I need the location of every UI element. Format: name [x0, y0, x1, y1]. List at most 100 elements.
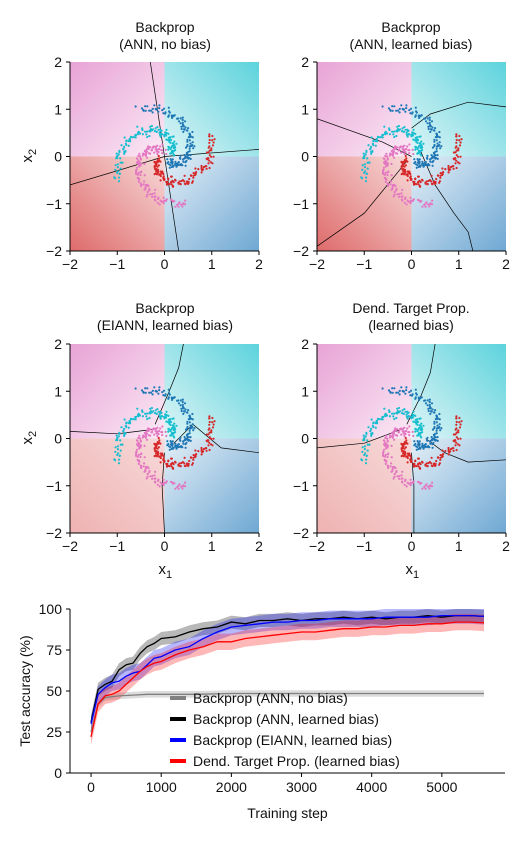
data-point [415, 110, 418, 113]
data-point [165, 420, 168, 423]
data-point [419, 428, 422, 432]
data-point [191, 463, 194, 466]
data-point [179, 122, 182, 125]
data-point [129, 417, 132, 420]
y-tick-label: 0 [301, 149, 309, 165]
data-point [156, 160, 159, 163]
data-point [144, 466, 147, 470]
data-point [149, 125, 152, 128]
data-point [429, 158, 432, 161]
data-point [174, 487, 177, 490]
data-point [183, 154, 186, 157]
data-point [171, 424, 174, 427]
data-point [117, 462, 121, 465]
data-point [397, 406, 400, 410]
data-point [184, 428, 188, 431]
data-point [406, 456, 409, 460]
data-point [370, 136, 373, 139]
data-point [179, 404, 182, 407]
data-point [165, 198, 168, 201]
data-point [169, 463, 172, 466]
data-point [438, 141, 441, 144]
data-point [205, 433, 208, 436]
data-point [435, 429, 438, 432]
data-point [388, 133, 391, 136]
data-point [400, 160, 403, 163]
data-point [145, 477, 148, 480]
data-point [416, 480, 420, 483]
data-point [137, 154, 140, 157]
data-point [188, 459, 191, 463]
data-point [428, 123, 432, 126]
y-tick-label: 1 [301, 383, 309, 399]
y-axis-label: x2 [19, 431, 39, 445]
data-point [419, 431, 422, 435]
data-point [182, 412, 185, 415]
data-point [176, 203, 179, 207]
data-point [396, 193, 399, 196]
data-point [172, 428, 175, 432]
data-point [425, 180, 428, 183]
data-point [412, 198, 415, 201]
data-point [406, 427, 409, 430]
data-point [452, 151, 455, 154]
data-point [147, 467, 150, 470]
data-point [454, 428, 457, 431]
data-point [407, 200, 410, 203]
x-tick-label: 2000 [216, 779, 247, 795]
data-point [406, 174, 409, 178]
data-point [194, 455, 197, 459]
data-point [417, 433, 420, 436]
data-point [403, 447, 406, 450]
data-point [438, 144, 441, 147]
data-point [444, 168, 447, 171]
data-point [156, 483, 159, 486]
data-point [180, 409, 183, 413]
data-point [402, 455, 406, 458]
data-point [193, 427, 196, 430]
data-point [387, 452, 390, 455]
data-point [404, 110, 407, 113]
data-point [193, 145, 196, 148]
data-point [392, 430, 395, 433]
data-point [384, 447, 387, 450]
data-point [186, 411, 189, 414]
data-point [176, 485, 179, 489]
data-point [149, 428, 152, 431]
data-point [395, 471, 398, 474]
data-point [424, 443, 427, 446]
data-point [145, 434, 148, 437]
data-point [383, 157, 386, 160]
data-point [439, 458, 442, 461]
data-point [439, 147, 442, 150]
data-point [157, 478, 160, 481]
data-point [211, 426, 215, 429]
data-point [417, 115, 420, 118]
data-point [398, 428, 401, 431]
data-point [429, 442, 432, 445]
data-point [429, 202, 432, 205]
data-point [435, 133, 438, 136]
data-point [414, 421, 417, 424]
data-point [362, 439, 365, 442]
data-point [427, 125, 430, 128]
data-point [422, 447, 425, 450]
data-point [400, 433, 403, 436]
data-point [177, 205, 180, 208]
data-point [420, 426, 423, 429]
data-point [168, 428, 171, 431]
data-point [154, 470, 157, 473]
data-point [408, 152, 411, 155]
data-point [405, 455, 408, 458]
data-point [205, 447, 208, 450]
data-point [395, 134, 398, 138]
data-point [455, 141, 458, 144]
data-point [399, 128, 402, 131]
data-point [424, 402, 428, 405]
data-point [178, 438, 182, 441]
data-point [186, 145, 189, 148]
data-point [164, 430, 167, 433]
data-point [423, 203, 426, 207]
data-point [121, 161, 124, 164]
data-point [433, 180, 436, 183]
